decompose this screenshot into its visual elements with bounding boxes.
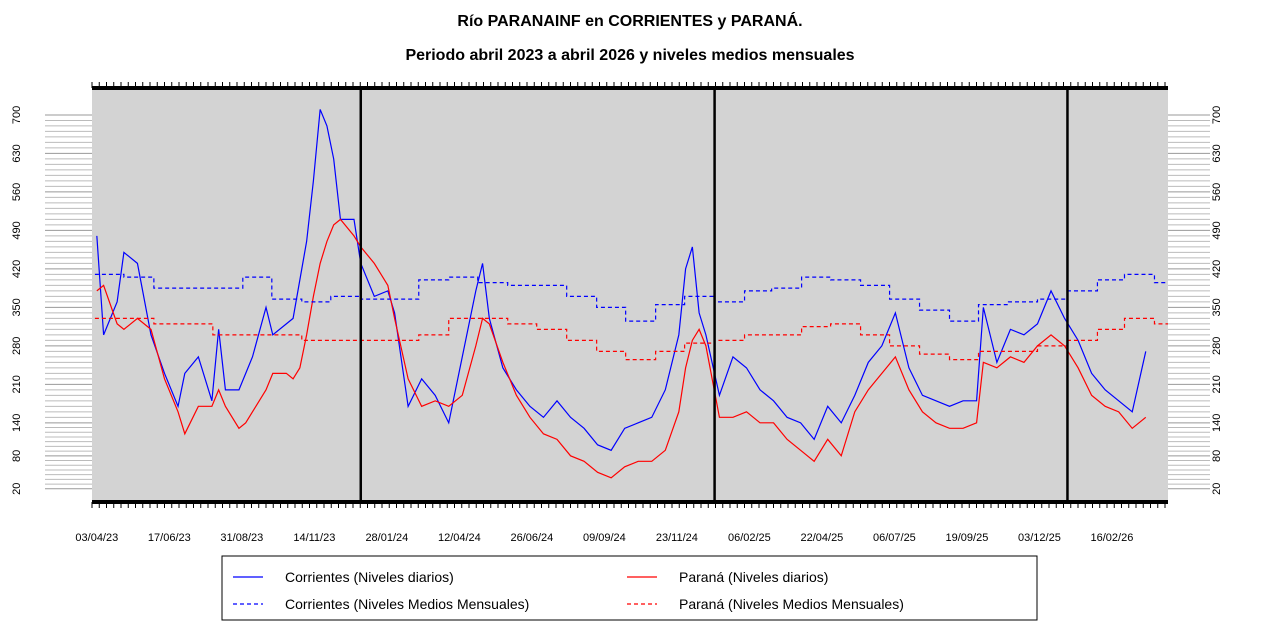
y-tick-label: 20 (11, 483, 23, 495)
plot-area (94, 109, 1168, 479)
x-tick-label: 31/08/23 (220, 532, 263, 544)
y-tick-label: 80 (1211, 450, 1223, 462)
legend-label: Corrientes (Niveles Medios Mensuales) (285, 596, 529, 612)
y-tick-label: 140 (11, 414, 23, 432)
x-tick-label: 03/04/23 (75, 532, 118, 544)
x-tick-label: 22/04/25 (800, 532, 843, 544)
chart-subtitle: Periodo abril 2023 a abril 2026 y nivele… (405, 47, 854, 64)
y-tick-label: 490 (11, 221, 23, 239)
legend-box (221, 555, 1038, 621)
plot-background (92, 88, 1168, 502)
chart-title: Río PARANAINF en CORRIENTES y PARANÁ. (457, 11, 802, 30)
y-tick-label: 20 (1211, 483, 1223, 495)
y-tick-label: 630 (1211, 144, 1223, 162)
daily-line (96, 218, 1147, 479)
y-tick-label: 350 (1211, 298, 1223, 316)
y-tick-label: 80 (11, 450, 23, 462)
x-tick-label: 28/01/24 (365, 532, 408, 544)
x-tick-label: 03/12/25 (1018, 532, 1061, 544)
x-tick-label: 26/06/24 (510, 532, 553, 544)
y-tick-label: 700 (1211, 106, 1223, 124)
x-tick-label: 16/02/26 (1091, 532, 1134, 544)
y-tick-label: 560 (1211, 183, 1223, 201)
y-tick-label: 420 (11, 260, 23, 278)
x-tick-label: 06/07/25 (873, 532, 916, 544)
y-tick-label: 490 (1211, 221, 1223, 239)
legend-label: Paraná (Niveles Medios Mensuales) (679, 596, 904, 612)
x-tick-label: 14/11/23 (293, 532, 335, 544)
y-tick-label: 630 (11, 144, 23, 162)
x-tick-label: 23/11/24 (656, 532, 698, 544)
y-tick-label: 280 (11, 337, 23, 355)
y-tick-label: 280 (1211, 337, 1223, 355)
x-tick-label: 17/06/23 (148, 532, 191, 544)
y-tick-label: 420 (1211, 260, 1223, 278)
y-tick-label: 560 (11, 183, 23, 201)
legend-label: Corrientes (Niveles diarios) (285, 569, 454, 585)
daily-line (96, 109, 1147, 452)
y-tick-label: 210 (1211, 375, 1223, 393)
y-tick-label: 140 (1211, 414, 1223, 432)
x-tick-label: 12/04/24 (438, 532, 481, 544)
legend-label: Paraná (Niveles diarios) (679, 569, 828, 585)
x-tick-label: 19/09/25 (946, 532, 989, 544)
x-tick-label: 06/02/25 (728, 532, 771, 544)
monthly-line (94, 273, 1168, 322)
x-tick-label: 09/09/24 (583, 532, 626, 544)
y-tick-label: 700 (11, 106, 23, 124)
y-tick-label: 350 (11, 298, 23, 316)
y-tick-label: 210 (11, 375, 23, 393)
monthly-line (94, 317, 1168, 361)
